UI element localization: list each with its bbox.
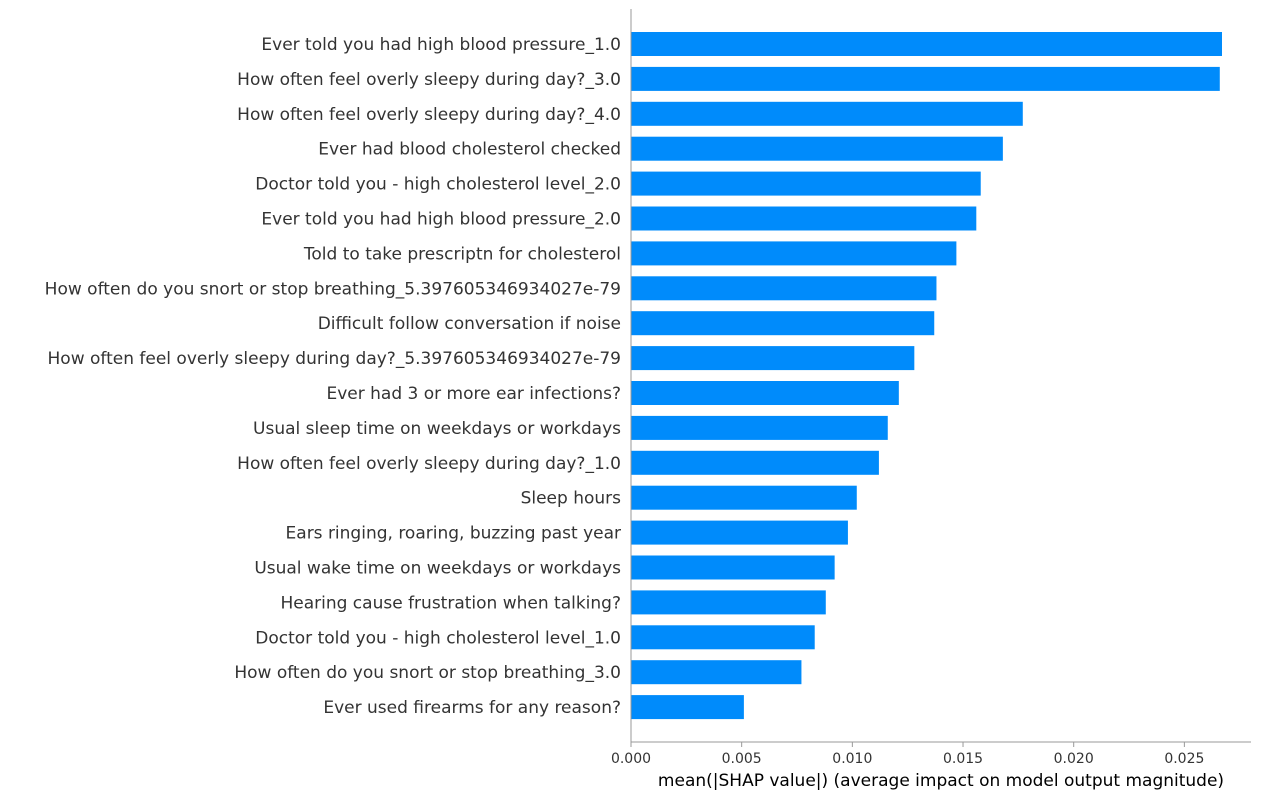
- x-axis-title: mean(|SHAP value|) (average impact on mo…: [658, 771, 1224, 791]
- x-tick-label-2: 0.010: [832, 751, 872, 767]
- category-label-2: How often feel overly sleepy during day?…: [237, 105, 621, 125]
- bar-1: [631, 66, 1220, 91]
- category-label-6: Told to take prescriptn for cholesterol: [303, 244, 621, 264]
- category-labels: Ever told you had high blood pressure_1.…: [45, 35, 621, 718]
- category-label-4: Doctor told you - high cholesterol level…: [255, 175, 621, 195]
- category-label-16: Hearing cause frustration when talking?: [280, 593, 621, 613]
- bar-14: [631, 520, 848, 545]
- category-label-13: Sleep hours: [521, 489, 622, 509]
- category-label-17: Doctor told you - high cholesterol level…: [255, 628, 621, 648]
- x-tick-label-3: 0.015: [943, 751, 983, 767]
- bar-7: [631, 276, 937, 301]
- category-label-14: Ears ringing, roaring, buzzing past year: [286, 524, 621, 544]
- category-label-15: Usual wake time on weekdays or workdays: [254, 559, 621, 579]
- bar-15: [631, 555, 835, 580]
- bar-2: [631, 101, 1023, 126]
- bars-layer: [631, 32, 1222, 720]
- bar-10: [631, 381, 899, 405]
- x-tick-label-5: 0.025: [1164, 751, 1204, 767]
- bar-13: [631, 485, 857, 510]
- x-axis-ticks: 0.000 0.005 0.010 0.015 0.020 0.025: [611, 742, 1204, 767]
- category-label-5: Ever told you had high blood pressure_2.…: [261, 210, 621, 230]
- category-label-11: Usual sleep time on weekdays or workdays: [253, 419, 621, 439]
- x-tick-label-4: 0.020: [1054, 751, 1094, 767]
- bar-16: [631, 590, 826, 615]
- bar-5: [631, 206, 977, 231]
- x-tick-label-1: 0.005: [722, 751, 762, 767]
- category-label-18: How often do you snort or stop breathing…: [234, 663, 621, 683]
- category-label-12: How often feel overly sleepy during day?…: [237, 454, 621, 474]
- category-label-3: Ever had blood cholesterol checked: [318, 140, 621, 160]
- category-label-8: Difficult follow conversation if noise: [318, 314, 621, 334]
- bar-3: [631, 136, 1003, 161]
- category-label-19: Ever used firearms for any reason?: [323, 698, 621, 718]
- category-label-1: How often feel overly sleepy during day?…: [237, 70, 621, 90]
- bar-6: [631, 241, 957, 266]
- bar-11: [631, 415, 888, 440]
- category-label-0: Ever told you had high blood pressure_1.…: [261, 35, 621, 55]
- bar-12: [631, 450, 879, 475]
- x-tick-label-0: 0.000: [611, 751, 651, 767]
- bar-0: [631, 32, 1222, 56]
- bar-18: [631, 660, 802, 685]
- category-label-7: How often do you snort or stop breathing…: [45, 279, 621, 299]
- bar-17: [631, 625, 815, 650]
- category-label-10: Ever had 3 or more ear infections?: [327, 384, 622, 404]
- bar-8: [631, 311, 935, 336]
- category-label-9: How often feel overly sleepy during day?…: [48, 349, 621, 369]
- bar-9: [631, 346, 915, 371]
- bar-19: [631, 695, 744, 720]
- bar-4: [631, 171, 981, 196]
